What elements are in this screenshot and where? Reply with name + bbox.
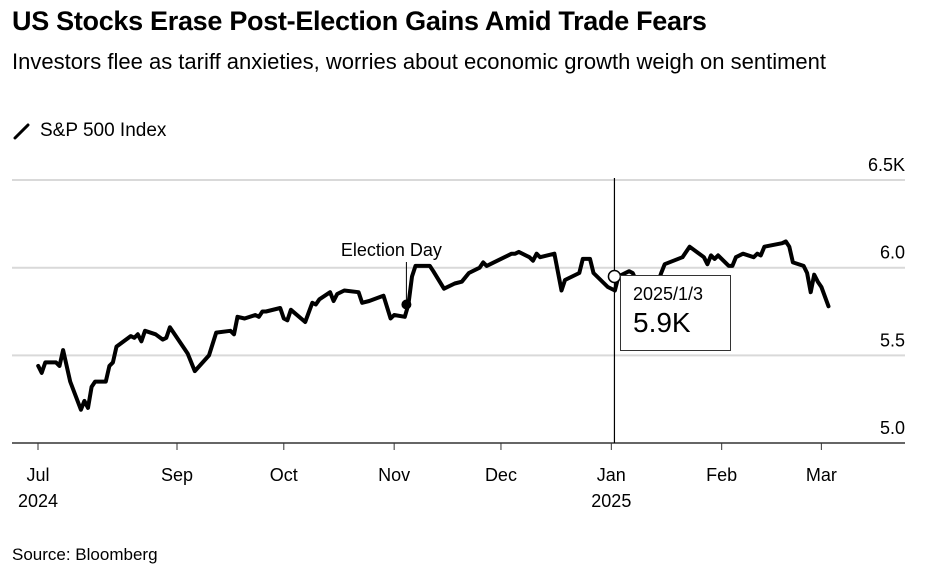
y-tick-label: 6.5K — [868, 155, 905, 175]
source-note: Source: Bloomberg — [12, 545, 158, 564]
election-day-marker — [401, 299, 412, 310]
x-tick-label: Sep — [161, 465, 193, 485]
tooltip-value: 5.9K — [633, 307, 691, 338]
annotation-label-election-day: Election Day — [341, 240, 442, 260]
x-tick-year-label: 2025 — [591, 491, 631, 511]
chart-subtitle: Investors flee as tariff anxieties, worr… — [12, 49, 826, 74]
x-tick-label: Nov — [378, 465, 410, 485]
y-tick-label: 6.0 — [880, 243, 905, 263]
line-series-icon — [13, 123, 30, 140]
x-tick-label: Dec — [485, 465, 517, 485]
chart-title: US Stocks Erase Post-Election Gains Amid… — [12, 6, 707, 36]
x-tick-year-label: 2024 — [18, 491, 58, 511]
legend-label: S&P 500 Index — [40, 120, 167, 141]
x-tick-label: Mar — [806, 465, 837, 485]
hover-tooltip: 2025/1/3 5.9K — [620, 275, 731, 351]
x-tick-label: Feb — [706, 465, 737, 485]
legend: S&P 500 Index — [12, 120, 166, 142]
y-tick-label: 5.5 — [880, 330, 905, 350]
x-tick-label: Oct — [270, 465, 298, 485]
tooltip-date: 2025/1/3 — [633, 284, 704, 304]
hover-point-marker — [607, 269, 622, 284]
y-tick-label: 5.0 — [880, 418, 905, 438]
x-tick-label: Jul — [26, 465, 49, 485]
x-tick-label: Jan — [597, 465, 626, 485]
series-line-sp500 — [36, 239, 831, 412]
